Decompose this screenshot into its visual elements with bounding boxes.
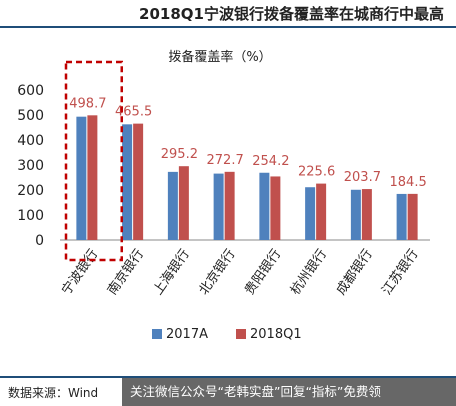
bar-2018Q1-成都银行 bbox=[361, 189, 372, 240]
bar-2018Q1-南京银行 bbox=[133, 123, 144, 240]
bar-2018Q1-杭州银行 bbox=[316, 183, 327, 240]
data-label: 272.7 bbox=[207, 153, 244, 168]
x-tick-label: 贵阳银行 bbox=[242, 247, 284, 298]
bar-2018Q1-宁波银行 bbox=[87, 115, 98, 240]
data-label: 184.5 bbox=[390, 175, 427, 190]
y-tick-label: 200 bbox=[17, 183, 44, 199]
title-bar: 2018Q1宁波银行拨备覆盖率在城商行中最高 bbox=[0, 0, 456, 28]
legend-label-2018Q1: 2018Q1 bbox=[250, 327, 302, 342]
bar-2017A-江苏银行 bbox=[396, 193, 407, 240]
y-tick-label: 100 bbox=[17, 208, 44, 224]
bar-2017A-成都银行 bbox=[350, 189, 361, 240]
x-tick-label: 杭州银行 bbox=[288, 247, 330, 298]
x-tick-label: 北京银行 bbox=[196, 247, 238, 298]
data-source: 数据来源：Wind bbox=[8, 386, 99, 400]
bar-2018Q1-江苏银行 bbox=[407, 193, 418, 240]
bar-2017A-上海银行 bbox=[167, 171, 178, 240]
highlight-box bbox=[64, 60, 123, 262]
data-label: 498.7 bbox=[69, 96, 106, 111]
legend-label-2017A: 2017A bbox=[166, 327, 208, 342]
legend-swatch-2018Q1 bbox=[236, 329, 246, 339]
bar-chart: 拨备覆盖率（%）0100200300400500600498.7宁波银行465.… bbox=[17, 49, 430, 342]
y-tick-label: 600 bbox=[17, 83, 44, 99]
bar-2017A-宁波银行 bbox=[76, 116, 87, 240]
x-tick-label: 成都银行 bbox=[334, 247, 376, 298]
data-label: 225.6 bbox=[298, 165, 335, 180]
data-label: 203.7 bbox=[344, 170, 381, 185]
x-tick-label: 上海银行 bbox=[151, 247, 193, 298]
x-tick-label: 江苏银行 bbox=[379, 246, 422, 298]
bar-2017A-南京银行 bbox=[122, 124, 133, 240]
data-label: 295.2 bbox=[161, 147, 198, 162]
page-title: 2018Q1宁波银行拨备覆盖率在城商行中最高 bbox=[139, 5, 444, 23]
y-tick-label: 0 bbox=[35, 233, 44, 249]
promo-banner[interactable]: 关注微信公众号“老韩实盘”回复“指标”免费领 bbox=[122, 378, 456, 406]
data-label: 254.2 bbox=[252, 154, 289, 169]
x-tick-label: 南京银行 bbox=[104, 246, 147, 298]
y-tick-label: 400 bbox=[17, 133, 44, 149]
chart-title: 拨备覆盖率（%） bbox=[168, 49, 271, 65]
footer: 数据来源：Wind 关注微信公众号“老韩实盘”回复“指标”免费领 bbox=[0, 376, 456, 406]
y-tick-label: 500 bbox=[17, 108, 44, 124]
legend-swatch-2017A bbox=[152, 329, 162, 339]
bar-2017A-北京银行 bbox=[213, 173, 224, 240]
bar-2018Q1-贵阳银行 bbox=[270, 176, 281, 240]
bar-2017A-杭州银行 bbox=[305, 187, 316, 240]
y-tick-label: 300 bbox=[17, 158, 44, 174]
bar-2017A-贵阳银行 bbox=[259, 172, 270, 240]
data-label: 465.5 bbox=[115, 105, 152, 120]
bar-2018Q1-上海银行 bbox=[178, 166, 189, 240]
bar-2018Q1-北京银行 bbox=[224, 171, 235, 240]
